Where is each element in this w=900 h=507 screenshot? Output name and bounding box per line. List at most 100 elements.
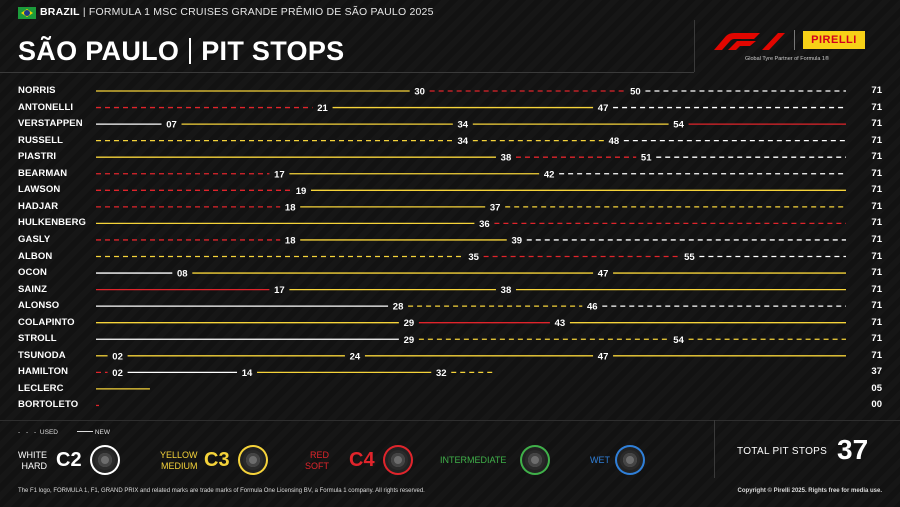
pit-lap-label: 34 (458, 136, 469, 147)
legend-new: NEW (77, 429, 110, 436)
tyre-name: WHITE HARD (18, 450, 47, 472)
pit-lap-label: 36 (479, 219, 490, 230)
driver-name: TSUNODA (18, 349, 66, 361)
driver-name: NORRIS (18, 85, 56, 96)
driver-name: HADJAR (18, 200, 59, 212)
driver-total-laps: 71 (871, 200, 882, 212)
tyre-icon (520, 445, 551, 475)
pit-lap-label: 02 (112, 368, 123, 379)
driver-name: GASLY (18, 233, 51, 245)
pit-lap-label: 17 (274, 169, 285, 180)
driver-name: OCON (18, 267, 47, 279)
pit-lap-label: 54 (673, 335, 684, 346)
total-divider (714, 420, 715, 478)
tyre-compound-name: SOFT (305, 461, 329, 471)
tyre-icon (238, 445, 268, 475)
driver-name: HAMILTON (18, 366, 69, 378)
f1-logo: F1 (714, 33, 785, 50)
tyre-legend-item: WET (590, 443, 720, 477)
legend-used-label: USED (39, 429, 58, 436)
driver-name: SAINZ (18, 283, 47, 295)
pit-lap-label: 38 (501, 285, 512, 296)
event-label: FORMULA 1 MSC CRUISES GRANDE PRÊMIO DE S… (88, 6, 434, 18)
pit-lap-label: 08 (177, 269, 188, 280)
driver-total-laps: 05 (871, 382, 882, 394)
tyre-compound-name: HARD (21, 461, 47, 471)
tyre-legend-item: RED SOFT C4 (305, 443, 435, 477)
driver-total-laps: 71 (871, 118, 882, 130)
pit-lap-label: 50 (630, 87, 641, 98)
page-title: SÃO PAULO PIT STOPS (18, 36, 344, 67)
driver-name: BORTOLETO (18, 399, 79, 411)
country-label: BRAZIL (40, 6, 80, 18)
pit-lap-label: 47 (598, 351, 609, 362)
driver-name: COLAPINTO (18, 316, 75, 328)
tyre-code: C4 (349, 449, 375, 471)
driver-total-laps: 71 (871, 233, 882, 245)
pit-lap-label: 37 (490, 202, 501, 213)
pit-lap-label: 39 (511, 235, 522, 246)
logo-divider (694, 20, 695, 72)
header-divider (0, 72, 694, 73)
driver-name: ANTONELLI (18, 101, 74, 113)
pit-lap-label: 43 (555, 318, 566, 329)
total-value: 37 (837, 434, 869, 465)
pit-lap-label: 47 (598, 103, 609, 114)
legend-new-label: NEW (94, 429, 110, 436)
pit-lap-label: 24 (350, 351, 361, 362)
pit-lap-label: 19 (296, 186, 307, 197)
driver-total-laps: 71 (871, 184, 882, 196)
pit-lap-label: 28 (393, 302, 404, 313)
driver-name: LAWSON (18, 184, 61, 196)
pit-lap-label: 46 (587, 302, 598, 313)
tyre-code: C2 (56, 449, 82, 471)
driver-name: LECLERC (18, 382, 64, 394)
pit-lap-label: 35 (468, 252, 479, 263)
pit-lap-label: 18 (285, 202, 296, 213)
pit-lap-label: 18 (285, 235, 296, 246)
driver-name: PIASTRI (18, 151, 57, 163)
total-label: TOTAL PIT STOPS (737, 446, 828, 457)
driver-name: HULKENBERG (18, 217, 87, 229)
driver-total-laps: 71 (871, 134, 882, 146)
driver-total-laps: 71 (871, 267, 882, 279)
title-divider (189, 38, 192, 64)
pit-lap-label: 29 (404, 335, 415, 346)
pit-lap-label: 38 (501, 153, 512, 164)
pit-lap-label: 14 (242, 368, 253, 379)
driver-name: BEARMAN (18, 167, 68, 179)
legend-used: - - - USED (18, 429, 58, 436)
driver-total-laps: 71 (871, 167, 882, 179)
driver-total-laps: 71 (871, 217, 882, 229)
tyre-legend-item: YELLOW MEDIUM C3 (160, 443, 290, 477)
tyre-name: WET (590, 455, 610, 465)
pit-lap-label: 51 (641, 153, 652, 164)
title-right: PIT STOPS (201, 36, 345, 66)
tyre-code: C3 (204, 449, 230, 471)
title-left: SÃO PAULO (18, 36, 180, 66)
tyre-legend-item: INTERMEDIATE (440, 443, 570, 477)
tyre-legend-item: WHITE HARD C2 (18, 443, 148, 477)
pit-lap-label: 30 (414, 87, 425, 98)
pirelli-logo: PIRELLI (803, 31, 865, 49)
legend-divider (0, 420, 900, 421)
driver-total-laps: 71 (871, 349, 882, 361)
tyre-compound-name: MEDIUM (161, 461, 198, 471)
pit-lap-label: 55 (684, 252, 695, 263)
pit-lap-label: 02 (112, 351, 123, 362)
pit-lap-label: 34 (458, 120, 469, 131)
pit-lap-label: 17 (274, 285, 285, 296)
partner-text: Global Tyre Partner of Formula 1® (745, 56, 830, 62)
driver-total-laps: 71 (871, 316, 882, 328)
tyre-icon (614, 445, 645, 475)
pit-lap-label: 07 (166, 120, 177, 131)
driver-name: STROLL (18, 333, 57, 345)
driver-name: VERSTAPPEN (18, 118, 83, 130)
pit-lap-label: 47 (598, 269, 609, 280)
driver-total-laps: 71 (871, 101, 882, 113)
driver-total-laps: 00 (871, 399, 882, 411)
driver-name: RUSSELL (18, 134, 64, 146)
driver-total-laps: 71 (871, 250, 882, 262)
